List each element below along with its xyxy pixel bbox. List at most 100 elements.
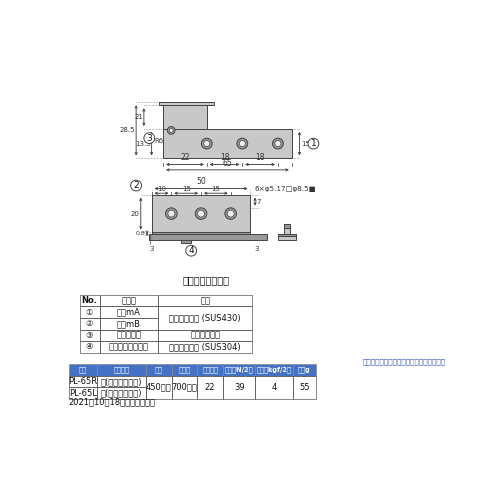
Text: 本品は扉１枚に対し上下各１ケ必要です。: 本品は扉１枚に対し上下各１ケ必要です。	[362, 358, 446, 364]
Text: 13.5: 13.5	[135, 140, 151, 146]
Text: ④: ④	[86, 342, 94, 351]
Text: 2: 2	[134, 181, 139, 190]
Text: 15: 15	[301, 140, 310, 146]
Bar	[223, 364, 256, 376]
Circle shape	[169, 128, 173, 132]
Text: PL-65L: PL-65L	[69, 388, 97, 398]
Bar	[278, 234, 296, 240]
Bar	[98, 376, 146, 387]
Text: 4: 4	[272, 383, 276, 392]
Text: 3: 3	[150, 246, 154, 252]
Text: 左右勝手: 左右勝手	[114, 366, 130, 373]
Bar	[80, 295, 100, 306]
Bar	[100, 341, 158, 352]
Bar	[98, 387, 146, 399]
Circle shape	[225, 208, 236, 220]
Bar	[158, 330, 252, 341]
Text: 質量g: 質量g	[298, 366, 310, 373]
Bar	[98, 364, 146, 376]
Text: 推奨扉厚: 推奨扉厚	[202, 366, 218, 373]
Text: ヒンジピン: ヒンジピン	[116, 331, 141, 340]
Text: 1: 1	[310, 139, 316, 148]
Bar	[100, 306, 158, 318]
Text: R6: R6	[155, 138, 164, 144]
Text: 2021年10朎18日の情報です。: 2021年10朎18日の情報です。	[68, 398, 156, 406]
Bar	[278, 234, 296, 235]
Text: 0.8: 0.8	[136, 230, 145, 235]
Text: ステンレス銀 (SUS430): ステンレス銀 (SUS430)	[170, 314, 241, 322]
Text: 28.5: 28.5	[119, 128, 134, 134]
Bar	[68, 376, 98, 387]
Circle shape	[227, 210, 234, 217]
Text: 22: 22	[180, 153, 190, 162]
Bar	[158, 306, 252, 330]
Text: 22: 22	[205, 383, 216, 392]
Bar	[163, 129, 292, 158]
Circle shape	[198, 210, 204, 217]
Text: 扉高さ: 扉高さ	[178, 366, 190, 373]
Text: 21: 21	[134, 114, 143, 120]
Text: 50: 50	[196, 178, 206, 186]
Bar	[152, 232, 250, 234]
Circle shape	[237, 138, 248, 149]
Text: 扉幅: 扉幅	[155, 366, 163, 373]
Text: アーmB: アーmB	[117, 319, 141, 328]
Text: ③: ③	[86, 331, 94, 340]
Text: 18: 18	[220, 153, 230, 162]
Circle shape	[204, 140, 210, 146]
Text: 材料: 材料	[200, 296, 210, 305]
Text: 7: 7	[256, 198, 261, 204]
Bar	[68, 364, 98, 376]
Polygon shape	[163, 106, 206, 129]
Bar	[100, 318, 158, 330]
Bar	[223, 376, 256, 399]
Circle shape	[272, 138, 283, 149]
Bar	[292, 364, 316, 376]
Circle shape	[308, 138, 319, 149]
Circle shape	[144, 132, 154, 143]
Text: 左用を示します。: 左用を示します。	[182, 276, 230, 285]
Text: 4: 4	[188, 246, 194, 255]
Bar	[150, 234, 268, 240]
Text: 右(左上・右下用): 右(左上・右下用)	[101, 377, 142, 386]
Bar	[158, 341, 252, 352]
Text: 耘荷重N/2ケ: 耘荷重N/2ケ	[225, 366, 254, 373]
Text: 15: 15	[182, 186, 190, 192]
Text: 18: 18	[256, 153, 265, 162]
Text: 700以下: 700以下	[172, 383, 198, 392]
Circle shape	[202, 138, 212, 149]
Circle shape	[166, 208, 177, 220]
Bar	[80, 330, 100, 341]
Text: 品番: 品番	[79, 366, 87, 373]
Bar	[158, 295, 252, 306]
Text: 耘荷重kgf/2ケ: 耘荷重kgf/2ケ	[256, 366, 292, 373]
Bar	[152, 194, 250, 234]
Text: ステンレス平座金: ステンレス平座金	[109, 342, 149, 351]
Text: 6×φ5.17□φ8.5■: 6×φ5.17□φ8.5■	[254, 186, 316, 192]
Circle shape	[130, 180, 141, 191]
Text: 15: 15	[212, 186, 220, 192]
Bar	[80, 318, 100, 330]
Bar	[68, 387, 98, 399]
Circle shape	[275, 140, 281, 146]
Bar	[284, 224, 290, 228]
Text: 55: 55	[299, 383, 310, 392]
Bar	[182, 240, 190, 243]
Bar	[198, 364, 223, 376]
Bar	[256, 364, 292, 376]
Bar	[100, 330, 158, 341]
Text: 65: 65	[222, 158, 232, 168]
Bar	[100, 295, 158, 306]
Text: ステンレス銀 (SUS304): ステンレス銀 (SUS304)	[170, 342, 241, 351]
Bar	[172, 376, 198, 399]
Text: 450以下: 450以下	[146, 383, 172, 392]
Text: ②: ②	[86, 319, 94, 328]
Text: ①: ①	[86, 308, 94, 316]
Bar	[256, 376, 292, 399]
Text: 20: 20	[130, 210, 139, 216]
Text: ステンレス銀: ステンレス銀	[190, 331, 220, 340]
Bar	[160, 102, 214, 106]
Text: アーmA: アーmA	[117, 308, 140, 316]
Text: 3: 3	[146, 134, 152, 142]
Bar	[172, 364, 198, 376]
